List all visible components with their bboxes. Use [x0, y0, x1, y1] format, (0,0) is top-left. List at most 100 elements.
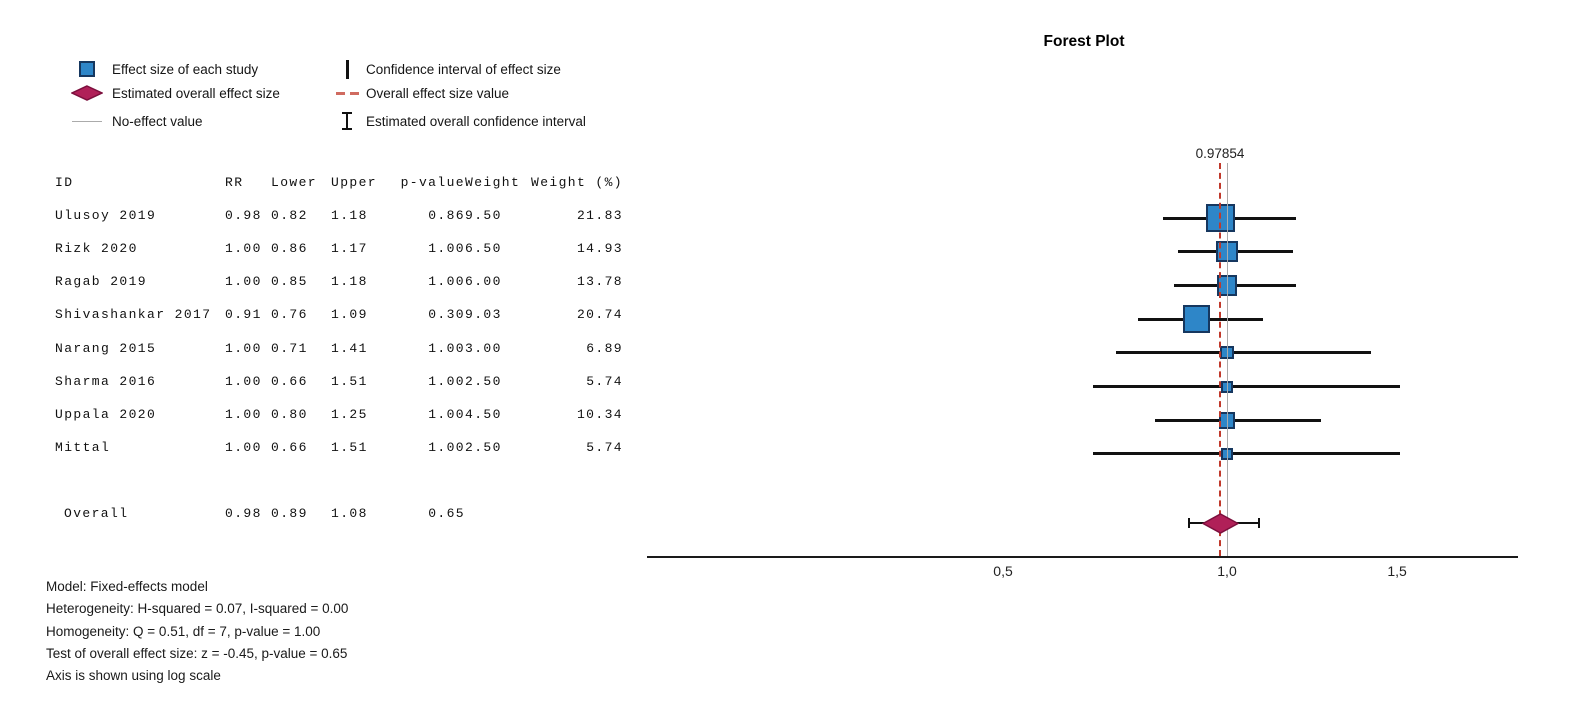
- x-tick-label: 0,5: [993, 563, 1013, 579]
- table-cell-rr: 0.98: [225, 505, 262, 521]
- legend-item-overall-effect: Estimated overall effect size: [70, 81, 280, 105]
- legend-label: No-effect value: [112, 113, 203, 129]
- table-cell-weight: 9.03: [465, 307, 502, 323]
- table-cell-p: 1.00: [428, 274, 465, 290]
- table-row: Sharma 2016 1.00 0.66 1.51 1.00 2.50 5.74: [55, 365, 623, 398]
- table-cell-id: Shivashankar 2017: [55, 307, 212, 323]
- legend-label: Estimated overall effect size: [112, 85, 280, 101]
- table-cell-wpct: 5.74: [586, 373, 623, 389]
- x-axis-line: [647, 556, 1518, 558]
- table-cell-rr: 1.00: [225, 340, 262, 356]
- overall-ci-cap-right: [1258, 518, 1261, 528]
- table-header-row: ID RR Lower Upper p-value Weight Weight (%): [55, 166, 623, 199]
- table-row: Rizk 2020 1.00 0.86 1.17 1.00 6.50 14.93: [55, 232, 623, 265]
- table-cell-wpct: 20.74: [576, 307, 623, 323]
- no-effect-line: [1226, 163, 1228, 556]
- table-cell-p: 0.86: [428, 208, 465, 224]
- table-cell-lower: 0.76: [271, 307, 308, 323]
- table-cell-weight: 2.50: [465, 373, 502, 389]
- overall-effect-diamond: [1201, 512, 1240, 534]
- x-tick-label: 1,0: [1217, 563, 1237, 579]
- note-overall-test: Test of overall effect size: z = -0.45, …: [46, 645, 348, 661]
- table-cell-lower: Lower: [271, 175, 318, 191]
- table-row: Narang 2015 1.00 0.71 1.41 1.00 3.00 6.89: [55, 331, 623, 364]
- table-cell-wpct: 6.89: [586, 340, 623, 356]
- table-cell-id: Uppala 2020: [55, 406, 157, 422]
- effect-size-square-icon: [70, 61, 104, 77]
- table-cell-wpct: 13.78: [576, 274, 623, 290]
- table-cell-lower: 0.66: [271, 373, 308, 389]
- table-row: Ragab 2019 1.00 0.85 1.18 1.00 6.00 13.78: [55, 265, 623, 298]
- note-model: Model: Fixed-effects model: [46, 579, 208, 594]
- table-cell-weight: 3.00: [465, 340, 502, 356]
- table-cell-p: 0.30: [428, 307, 465, 323]
- ci-line: [1116, 351, 1372, 355]
- legend-item-effect-size: Effect size of each study: [70, 57, 280, 81]
- overall-ci-ibeam-icon: [336, 110, 358, 132]
- table-cell-upper: 1.41: [331, 340, 368, 356]
- x-tick-label: 1,5: [1387, 563, 1407, 579]
- table-cell-id: Overall: [64, 505, 129, 521]
- legend-label: Effect size of each study: [112, 61, 259, 77]
- table-cell-lower: 0.86: [271, 241, 308, 257]
- table-cell-weight: Weight: [465, 175, 521, 191]
- table-cell-p: 1.00: [428, 439, 465, 455]
- table-cell-id: Rizk 2020: [55, 241, 138, 257]
- table-cell-upper: 1.18: [331, 208, 368, 224]
- table-cell-wpct: Weight (%): [531, 175, 624, 191]
- table-row: Uppala 2020 1.00 0.80 1.25 1.00 4.50 10.34: [55, 398, 623, 431]
- table-cell-rr: 0.91: [225, 307, 262, 323]
- overall-ci-cap-left: [1188, 518, 1191, 528]
- table-cell-lower: 0.82: [271, 208, 308, 224]
- note-homogeneity: Homogeneity: Q = 0.51, df = 7, p-value =…: [46, 623, 321, 639]
- overall-effect-value-label: 0.97854: [1195, 146, 1245, 161]
- legend-left-column: Effect size of each study Estimated over…: [70, 57, 280, 133]
- table-row: Shivashankar 2017 0.91 0.76 1.09 0.30 9.03 20.…: [55, 298, 623, 331]
- table-cell-id: Narang 2015: [55, 340, 157, 356]
- note-log-scale: Axis is shown using log scale: [46, 668, 221, 684]
- table-cell-wpct: 10.34: [576, 406, 623, 422]
- table-cell-rr: 1.00: [225, 439, 262, 455]
- table-cell-lower: 0.71: [271, 340, 308, 356]
- table-cell-rr: RR: [225, 175, 244, 191]
- table-cell-rr: 0.98: [225, 208, 262, 224]
- legend-item-overall-value: Overall effect size value: [335, 81, 586, 105]
- overall-effect-diamond-icon: [70, 85, 104, 101]
- table-cell-weight: 4.50: [465, 406, 502, 422]
- ci-line: [1092, 452, 1400, 456]
- table-cell-weight: 2.50: [465, 439, 502, 455]
- plot-title: Forest Plot: [1043, 33, 1125, 50]
- table-cell-upper: 1.17: [331, 241, 368, 257]
- note-heterogeneity: Heterogeneity: H-squared = 0.07, I-squar…: [46, 601, 349, 617]
- table-cell-upper: 1.09: [331, 307, 368, 323]
- table-cell-id: Sharma 2016: [55, 373, 157, 389]
- table-cell-p: 1.00: [428, 340, 465, 356]
- table-cell-p: 1.00: [428, 241, 465, 257]
- legend-label: Estimated overall confidence interval: [366, 113, 586, 129]
- table-cell-weight: 6.00: [465, 274, 502, 290]
- table-cell-rr: 1.00: [225, 406, 262, 422]
- table-cell-p: 0.65: [428, 505, 465, 521]
- table-cell-id: Ulusoy 2019: [55, 208, 157, 224]
- table-cell-p: p-value: [400, 175, 465, 191]
- table-cell-id: ID: [55, 175, 74, 191]
- ci-line: [1092, 385, 1400, 388]
- table-cell-lower: 0.80: [271, 406, 308, 422]
- effect-size-square: [1182, 305, 1211, 333]
- legend-item-confidence-interval: Confidence interval of effect size: [336, 57, 586, 81]
- table-cell-weight: 9.50: [465, 208, 502, 224]
- table-cell-rr: 1.00: [225, 373, 262, 389]
- legend-right-column: Confidence interval of effect size Overa…: [335, 57, 586, 133]
- legend-item-no-effect: No-effect value: [70, 109, 280, 133]
- table-cell-rr: 1.00: [225, 274, 262, 290]
- legend-item-overall-ci: Estimated overall confidence interval: [336, 109, 586, 133]
- table-cell-upper: 1.51: [331, 373, 368, 389]
- table-cell-id: Ragab 2019: [55, 274, 148, 290]
- legend-label: Overall effect size value: [366, 85, 510, 101]
- table-row: Mittal 1.00 0.66 1.51 1.00 2.50 5.74: [55, 431, 623, 464]
- confidence-interval-bar-icon: [336, 59, 358, 79]
- model-notes: Model: Fixed-effects model Heterogeneity…: [46, 576, 348, 687]
- ci-line: [1154, 418, 1321, 422]
